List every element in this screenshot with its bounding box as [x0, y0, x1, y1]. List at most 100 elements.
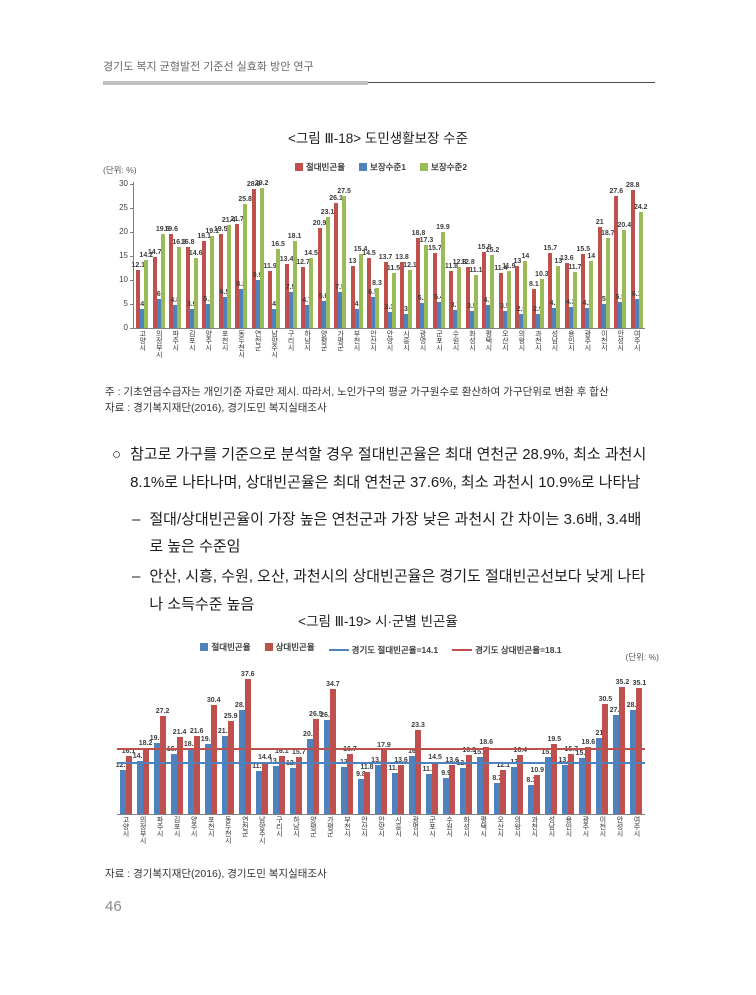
legend-label: 보장수준1 — [370, 162, 407, 172]
bar: 3.9 — [187, 301, 197, 328]
bar-value-label: 10.9 — [530, 766, 545, 774]
bar-group: 20.9 5.6 23.1 — [313, 182, 334, 328]
bar-value-label: 3.3 — [384, 304, 395, 312]
bar-value-label: 35.2 — [615, 679, 630, 687]
bar-value-label: 26.5 — [309, 710, 323, 718]
x-axis-label-cell: 가평군 — [332, 330, 348, 358]
x-axis-label-cell: 김포시 — [183, 330, 199, 358]
x-axis-label: 여주시 — [633, 330, 641, 351]
bar: 4.8 — [170, 297, 180, 328]
bar-group: 28.8 6.1 24.2 — [626, 182, 648, 328]
x-axis-label-cell: 남양주시 — [253, 816, 270, 844]
bar-group: 19.5 6.5 21.4 — [213, 182, 235, 328]
bar: 13.6 — [560, 255, 574, 328]
x-axis-label: 하남시 — [292, 816, 300, 837]
bar-group: 11.5 13.6 — [388, 674, 408, 814]
bar: 21.7 — [218, 728, 232, 814]
x-axis-label-cell: 오산시 — [497, 330, 513, 358]
x-axis-label-cell: 구리시 — [282, 330, 298, 358]
bar-group: 27.6 35.2 — [610, 674, 630, 814]
bar-value-label: 19.6 — [155, 225, 170, 233]
bar-value-label: 19.5 — [200, 735, 215, 743]
bar-value-label: 5.5 — [615, 293, 626, 301]
bullet-text: 안산, 시흥, 수원, 오산, 과천시의 상대빈곤율은 경기도 절대빈곤선보다 … — [149, 568, 646, 613]
bar: 18.2 — [139, 740, 152, 814]
bar: 18.1 — [184, 741, 197, 814]
bar-value-label: 16 — [408, 748, 416, 756]
bar-value-label: 19.1 — [205, 228, 219, 236]
bar: 27.5 — [337, 188, 351, 328]
x-axis-label: 안성시 — [615, 816, 623, 837]
x-axis-label-cell: 의정부시 — [150, 330, 166, 358]
bar: 11.7 — [568, 264, 581, 328]
bar-value-label: 28.9 — [246, 181, 261, 189]
bar-group: 16.821.4 — [167, 674, 187, 814]
bar-value-label: 15.7 — [541, 749, 556, 757]
bar: 29.2 — [255, 180, 268, 328]
bar-value-label: 21.4 — [172, 728, 187, 736]
bar: 3.5 — [467, 303, 477, 328]
bar-group: 14.7 6 19.6 — [147, 182, 170, 328]
bar: 2.9 — [517, 306, 526, 328]
bar-value-label: 14.7 — [147, 249, 162, 257]
bar: 21 — [596, 219, 604, 328]
x-axis-label: 동두천시 — [224, 816, 232, 844]
figure-18-unit-label: (단위: %) — [103, 165, 137, 175]
bar-group: 15.8 4.7 15.2 — [478, 182, 499, 328]
x-axis-label: 김포시 — [188, 330, 196, 351]
header-title: 경기도 복지 균형발전 기준선 실효화 방안 연구 — [103, 61, 314, 73]
bar-value-label: 20.4 — [617, 222, 632, 230]
bar-group: 8.1 10.9 — [526, 674, 545, 814]
x-axis-label: 양평군 — [309, 816, 317, 837]
x-axis-label-cell: 여주시 — [628, 816, 645, 844]
x-axis-label: 화성시 — [468, 330, 476, 351]
bar-value-label: 3.5 — [467, 303, 477, 311]
bar: 15.2 — [486, 247, 499, 328]
bar: 5.1 — [203, 296, 213, 328]
bar: 2.9 — [533, 306, 543, 328]
bar: 21 — [595, 730, 603, 814]
x-axis-label: 평택시 — [479, 816, 487, 837]
x-axis-label: 화성시 — [462, 816, 470, 837]
x-axis-label: 안양시 — [377, 816, 385, 837]
bar-value-label: 37.6 — [240, 670, 255, 678]
bar: 6 — [156, 291, 161, 328]
bar-value-label: 17.9 — [377, 741, 391, 749]
bar: 17.3 — [420, 237, 433, 328]
bar-group: 15.7 4.1 13 — [544, 182, 562, 328]
x-axis-label-cell: 군포시 — [431, 330, 447, 358]
bar: 3 — [403, 306, 408, 328]
bar: 15.7 — [541, 749, 555, 814]
x-axis-label-cell: 양평군 — [304, 816, 321, 844]
x-axis-label: 양주시 — [204, 330, 212, 351]
bar-group: 8.1 2.9 10.3 — [529, 182, 549, 328]
bar-value-label: 3.5 — [500, 303, 510, 311]
bar-value-label: 12.1 — [496, 762, 511, 770]
bar: 20.9 — [313, 220, 326, 328]
bar: 11.5 — [387, 265, 400, 328]
figure-18-notes: 주 : 기초연금수급자는 개인기준 자료만 제시. 따라서, 노인가구의 평균 … — [105, 384, 653, 417]
bar: 11.9 — [252, 763, 265, 814]
bar-value-label: 30.5 — [598, 696, 613, 704]
x-axis-label: 광명시 — [411, 816, 419, 837]
y-axis-tick: 25 — [119, 203, 134, 212]
bar-group: 16 23.3 — [407, 674, 425, 814]
bar-value-label: 13.7 — [378, 254, 393, 262]
x-axis-label: 광주시 — [581, 816, 589, 837]
bar: 3.3 — [385, 304, 394, 328]
legend-swatch — [294, 163, 303, 171]
bar-value-label: 19.5 — [213, 226, 228, 234]
bar-value-label: 14 — [587, 252, 596, 260]
y-axis-tick: 20 — [119, 227, 134, 236]
bullet-marker: ○ — [112, 446, 122, 463]
bar-value-label: 4.1 — [549, 300, 560, 308]
bar-value-label: 7.5 — [285, 284, 296, 291]
x-axis-label: 양주시 — [190, 816, 198, 837]
bar-value-label: 8.3 — [372, 280, 382, 288]
bar: 28.9 — [247, 181, 260, 328]
bar-value-label: 6.5 — [368, 288, 378, 296]
x-axis-label-cell: 용인시 — [560, 816, 577, 844]
bar-value-label: 25.8 — [238, 196, 252, 204]
x-axis-label-cell: 부천시 — [338, 816, 355, 844]
bar-value-label: 16.8 — [172, 239, 187, 247]
